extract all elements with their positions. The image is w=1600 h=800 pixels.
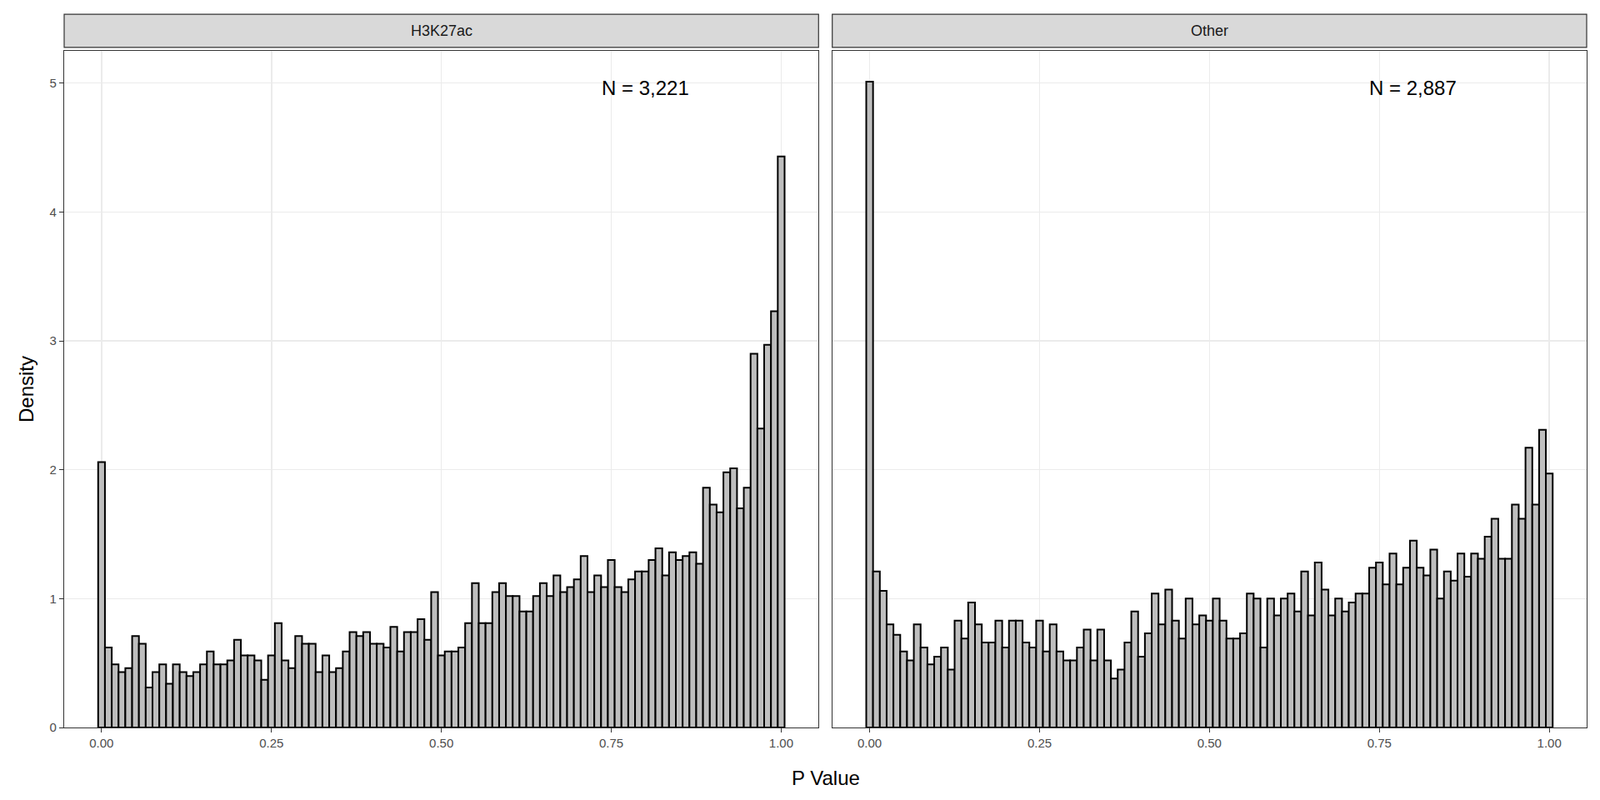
svg-text:0.50: 0.50 [1197, 735, 1222, 750]
svg-text:1: 1 [49, 591, 56, 606]
svg-text:0.00: 0.00 [89, 735, 114, 750]
svg-text:0.25: 0.25 [1027, 735, 1052, 750]
svg-text:0.50: 0.50 [429, 735, 454, 750]
svg-text:Density: Density [15, 355, 38, 423]
svg-text:P Value: P Value [791, 766, 860, 790]
svg-text:0.25: 0.25 [259, 735, 284, 750]
svg-text:2: 2 [49, 462, 56, 477]
svg-text:1.00: 1.00 [769, 735, 794, 750]
svg-text:0.75: 0.75 [599, 735, 624, 750]
svg-text:4: 4 [49, 205, 56, 220]
svg-text:5: 5 [49, 75, 56, 90]
svg-text:0: 0 [49, 720, 56, 735]
svg-text:3: 3 [49, 333, 56, 348]
svg-text:1.00: 1.00 [1537, 735, 1562, 750]
svg-text:N = 3,221: N = 3,221 [601, 76, 690, 100]
svg-text:N = 2,887: N = 2,887 [1369, 76, 1457, 100]
svg-text:H3K27ac: H3K27ac [410, 22, 473, 40]
svg-text:0.75: 0.75 [1367, 735, 1392, 750]
svg-text:Other: Other [1190, 22, 1229, 40]
svg-text:0.00: 0.00 [857, 735, 882, 750]
